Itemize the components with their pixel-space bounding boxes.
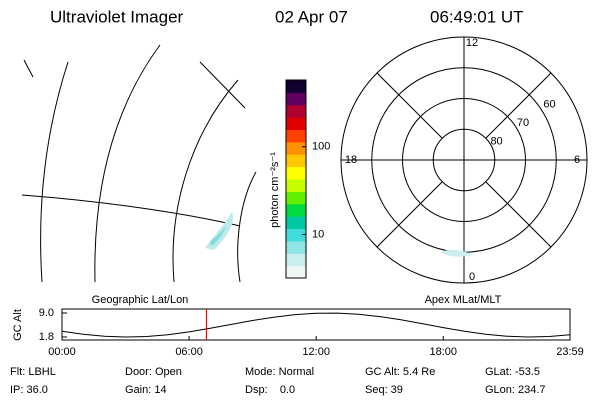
mlt-label: 12 (466, 37, 478, 49)
mlat-label: 80 (490, 135, 502, 147)
map-title: Geographic Lat/Lon (92, 294, 189, 306)
map-line (237, 171, 257, 283)
info-field: Seq: 39 (365, 384, 403, 396)
colorbar-swatch (286, 166, 306, 180)
mlt-label: 0 (469, 271, 475, 283)
diagonal-line (485, 72, 552, 139)
info-field: GLon: 234.7 (485, 384, 546, 396)
instrument-title: Ultraviolet Imager (50, 7, 184, 26)
info-field: Gain: 14 (125, 384, 167, 396)
colorbar-swatch (286, 80, 306, 93)
map-line (199, 61, 246, 109)
y-axis-label: GC Alt (12, 309, 24, 341)
info-field: Dsp: 0.0 (245, 384, 295, 396)
info-field: GC Alt: 5.4 Re (365, 366, 435, 378)
colorbar-swatch (286, 141, 306, 155)
info-field: Mode: Normal (245, 366, 314, 378)
x-tick-label: 23:59 (556, 346, 584, 358)
map-line (21, 194, 241, 227)
diagonal-line (376, 181, 443, 248)
x-tick-label: 18:00 (429, 346, 457, 358)
colorbar-swatch (286, 228, 306, 242)
info-field: Door: Open (125, 366, 182, 378)
diagonal-line (376, 72, 443, 139)
map-line (94, 44, 161, 283)
colorbar-swatch (286, 92, 306, 106)
date: 02 Apr 07 (275, 7, 348, 26)
geographic-map (21, 44, 257, 283)
colorbar-frame (285, 79, 307, 279)
colorbar-tick-label: 100 (312, 141, 330, 153)
x-tick-label: 12:00 (302, 346, 330, 358)
colorbar-swatch (286, 191, 306, 205)
colorbar-swatch (286, 216, 306, 229)
colorbar-swatch (286, 117, 306, 130)
colorbar-swatch (286, 104, 306, 118)
x-tick-label: 00:00 (48, 346, 76, 358)
y-tick-label: 9.0 (39, 307, 54, 319)
colorbar-swatch (286, 265, 306, 279)
altitude-line (61, 312, 570, 338)
diagonal-line (485, 181, 552, 248)
aurora (440, 249, 472, 257)
y-tick-label: 1.8 (39, 331, 54, 343)
colorbar-label: photon cm⁻²s⁻¹ (269, 152, 281, 228)
map-line (172, 79, 239, 283)
colorbar-swatch (286, 203, 306, 217)
map-line (40, 61, 69, 283)
colorbar-swatch (286, 240, 306, 254)
colorbar-swatch (286, 253, 306, 267)
mlat-label: 60 (543, 99, 555, 111)
info-field: GLat: -53.5 (485, 366, 540, 378)
info-field: Flt: LBHL (10, 366, 56, 378)
map-line (23, 59, 34, 78)
colorbar-swatch (286, 179, 306, 192)
aurora (210, 226, 226, 246)
mlat-label: 70 (517, 117, 529, 129)
colorbar-swatch (286, 129, 306, 143)
info-field: IP: 36.0 (10, 384, 48, 396)
polar-title: Apex MLat/MLT (425, 294, 502, 306)
colorbar-tick-label: 10 (312, 228, 324, 240)
x-tick-label: 06:00 (175, 346, 203, 358)
colorbar-swatch (286, 154, 306, 168)
time: 06:49:01 UT (430, 7, 524, 26)
mlt-label: 6 (574, 154, 580, 166)
